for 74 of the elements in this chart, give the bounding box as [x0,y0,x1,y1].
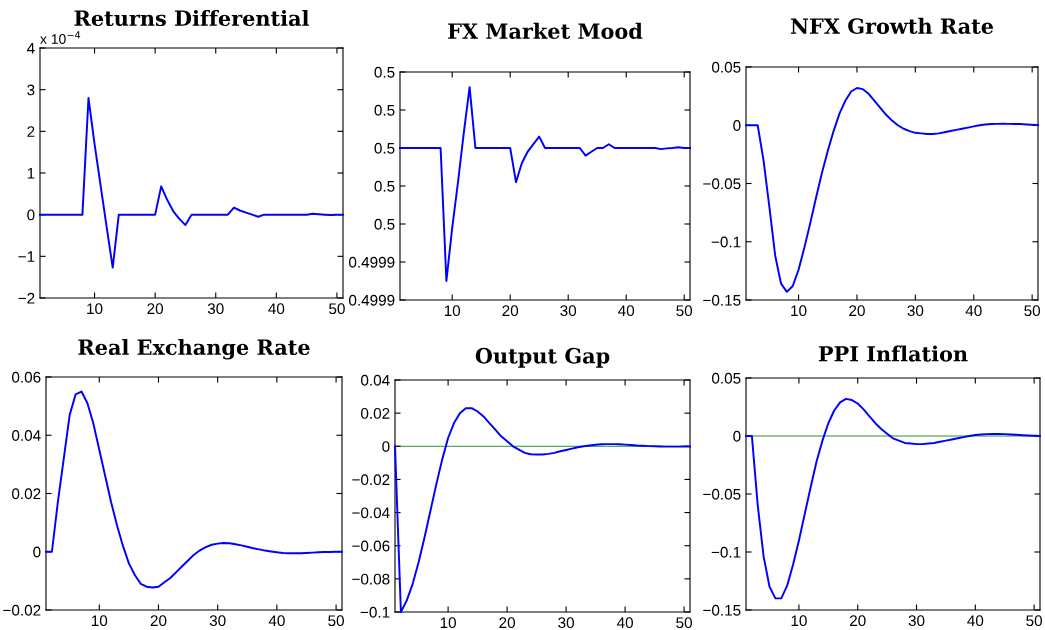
y-tick-label: 0 [382,441,390,452]
y-tick-label: −2 [18,292,35,304]
x-tick-label: 10 [440,617,456,629]
x-tick-label: 20 [502,305,519,317]
x-tick-label: 20 [150,615,167,627]
x-tick-label: 30 [209,615,226,627]
y-tick-label: −0.06 [352,540,390,552]
y-tick-label: −0.05 [703,178,741,190]
text: x 10$^{−4}$ [40,31,81,44]
y-tick-label: −0.02 [352,474,390,486]
y-tick-label: 0.04 [361,374,390,386]
x-tick-label: 30 [908,615,925,627]
x-tick-label: 20 [849,305,865,317]
chart-title: Real Exchange Rate [78,338,310,360]
y-tick-label: −1 [18,251,35,262]
y-tick-label: 0.5 [374,66,395,78]
chart-title: Output Gap [475,347,610,368]
y-tick-label: 0.05 [712,61,741,73]
x-tick-label: 20 [147,303,164,315]
y-tick-label: −0.08 [352,573,390,585]
x-tick-label: 40 [268,615,285,627]
x-tick-label: 10 [791,305,807,317]
chart-title: Returns Differential [74,9,309,27]
x-tick-label: 50 [676,305,693,317]
x-tick-label: 50 [1024,305,1041,317]
x-tick-label: 50 [328,615,344,627]
y-tick-label: 0 [33,546,41,558]
y-tick-label: 0.5 [374,180,395,192]
y-tick-label: −0.05 [703,488,741,500]
x-tick-label: 50 [329,303,345,315]
y-tick-label: 0.5 [374,104,395,116]
y-tick-label: −0.15 [703,294,741,306]
x-tick-label: 40 [268,303,285,315]
x-tick-label: 50 [1026,615,1043,627]
y-tick-label: −0.15 [703,604,741,616]
y-tick-label: −0.1 [711,546,741,558]
y-tick-label: 0.4999 [349,294,395,306]
y-tick-label: 0.5 [374,142,395,154]
y-tick-label: 0.5 [374,218,395,230]
y-tick-label: −0.02 [3,604,41,616]
x-tick-label: 20 [849,615,866,627]
y-tick-label: 0.06 [12,371,41,383]
y-tick-label: 0 [733,430,741,442]
x-tick-label: 30 [907,305,924,317]
x-tick-label: 30 [207,303,224,315]
chart-title: FX Market Mood [448,22,643,39]
x-tick-label: 20 [499,617,515,629]
x-tick-label: 50 [676,617,692,629]
x-tick-label: 30 [558,617,574,629]
y-tick-label: 0.02 [361,408,390,419]
y-tick-label: −0.1 [360,606,390,618]
x-tick-label: 10 [91,615,108,627]
x-tick-label: 40 [967,615,984,627]
y-tick-label: −0.04 [352,507,390,519]
chart-title: PPI Inflation [818,345,968,362]
y-tick-label: 3 [27,84,35,96]
x-tick-label: 10 [87,303,103,315]
x-tick-label: 40 [616,617,633,629]
y-tick-label: 0.02 [12,488,41,500]
x-tick-label: 40 [965,305,982,317]
x-tick-label: 30 [560,305,577,317]
y-tick-label: 0.05 [712,372,741,384]
y-tick-label: −0.1 [711,236,741,248]
y-tick-label: 1 [27,168,35,179]
x-tick-label: 10 [791,615,807,627]
x-tick-label: 40 [618,305,635,317]
y-tick-label: 2 [27,126,35,137]
y-tick-label: 4 [26,43,35,54]
y-tick-label: 0.04 [12,430,41,441]
y-tick-label: 0 [27,209,35,221]
chart-title: NFX Growth Rate [790,17,994,34]
y-tick-label: 0 [733,120,741,131]
y-tick-label: 0.4999 [349,256,395,268]
x-tick-label: 10 [444,305,461,317]
